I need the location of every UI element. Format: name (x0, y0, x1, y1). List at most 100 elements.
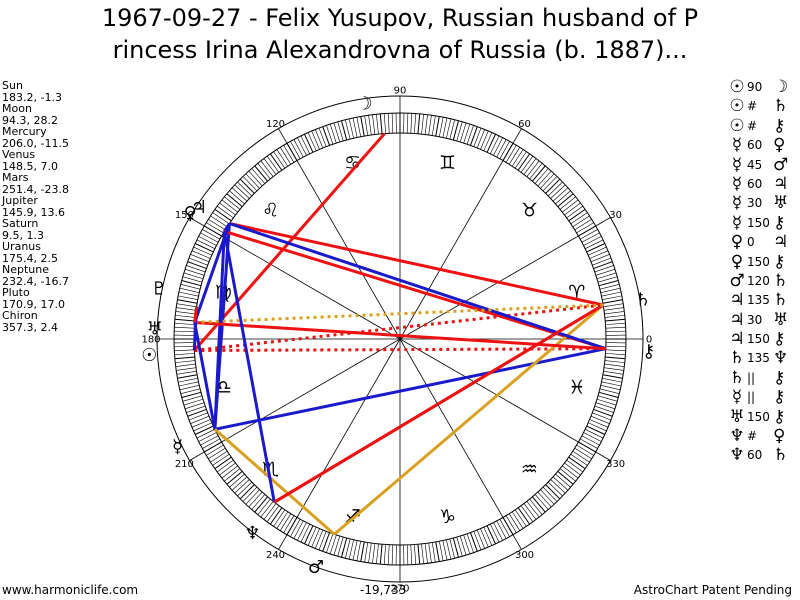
planet-entry-jupiter: Jupiter 145.9, 13.6 (2, 195, 69, 218)
planet-value: 9.5, 1.3 (2, 228, 44, 242)
degree-tick (279, 147, 292, 165)
planet-value: 148.5, 7.0 (2, 159, 58, 173)
degree-tick (586, 425, 606, 435)
degree-tick (581, 435, 600, 446)
degree-tick (456, 536, 463, 557)
degree-tick (226, 193, 243, 207)
degree-tick (406, 544, 409, 565)
degree-tick (318, 127, 327, 147)
degree-tick (473, 127, 482, 147)
degree-tick (605, 318, 626, 322)
degree-tick (428, 115, 432, 136)
degree-tick (348, 118, 354, 139)
degree-tick (442, 117, 448, 138)
degree-tick (604, 363, 625, 367)
degree-tick (214, 456, 232, 470)
degree-tick (182, 276, 203, 283)
planet-value: 206.0, -11.5 (2, 136, 69, 150)
degree-tick (239, 178, 255, 194)
degree-tick (555, 190, 571, 205)
degree-tick (175, 360, 196, 363)
degree-tick (435, 541, 440, 562)
sign-spoke (278, 338, 401, 550)
degree-tick (526, 160, 540, 177)
degree-tick (486, 133, 496, 153)
degree-tick (175, 315, 196, 318)
degree-tick (219, 462, 236, 476)
degree-tick (601, 381, 622, 387)
degree-tick (174, 349, 195, 352)
degree-tick (391, 544, 394, 565)
degree-label: 330 (606, 459, 625, 470)
degree-tick (594, 265, 614, 273)
planet-glyph-uranus: ♅ (147, 318, 163, 339)
degree-tick (229, 190, 245, 205)
degree-tick (176, 303, 197, 308)
degree-tick (496, 139, 507, 158)
degree-tick (245, 489, 260, 505)
degree-tick (345, 538, 351, 559)
degree-tick (542, 176, 558, 192)
degree-tick (387, 113, 390, 134)
degree-tick (179, 385, 200, 391)
planet-positions-list: Sun 183.2, -1.3 Moon 94.3, 28.2 Mercury 206… (2, 80, 69, 333)
aspect-type: || (747, 370, 756, 385)
aspect-planet-2-glyph: ♂ (773, 154, 789, 175)
aspect-type: # (747, 429, 758, 444)
degree-tick (592, 257, 612, 266)
degree-tick (322, 532, 331, 552)
degree-label: 30 (609, 210, 622, 221)
degree-tick (449, 538, 455, 559)
degree-label: 150 (175, 210, 194, 221)
degree-tick (410, 113, 413, 134)
degree-tick (190, 415, 210, 424)
aspect-planet-1-glyph: ☿ (731, 387, 743, 408)
aspect-planet-1-glyph: ☉ (729, 96, 745, 117)
degree-tick (304, 133, 314, 153)
degree-tick (237, 181, 253, 197)
degree-tick (597, 395, 618, 402)
degree-tick (237, 481, 253, 497)
degree-tick (562, 465, 579, 479)
degree-tick (542, 486, 558, 502)
degree-tick (562, 199, 579, 213)
degree-tick (588, 246, 607, 256)
degree-tick (263, 503, 277, 520)
degree-tick (602, 374, 623, 379)
degree-tick (177, 299, 198, 304)
degree-tick (469, 126, 478, 146)
degree-tick (318, 531, 327, 551)
degree-tick (383, 544, 386, 565)
degree-tick (602, 295, 622, 300)
planet-entry-saturn: Saturn 9.5, 1.3 (2, 218, 69, 241)
degree-tick (568, 208, 586, 222)
degree-tick (263, 158, 277, 175)
degree-tick (452, 120, 459, 141)
degree-tick (266, 505, 280, 523)
aspect-line (194, 303, 604, 352)
degree-tick (221, 199, 238, 213)
degree-tick (590, 254, 610, 263)
sign-spoke (278, 128, 401, 340)
degree-tick (439, 541, 444, 561)
degree-tick (283, 145, 295, 163)
degree-tick (598, 391, 619, 398)
degree-tick (196, 429, 215, 439)
degree-tick (202, 229, 220, 240)
degree-tick (574, 447, 592, 460)
aspect-planet-1-glyph: ☉ (729, 77, 745, 97)
degree-tick (570, 453, 588, 466)
aspect-planet-1-glyph: ♃ (729, 309, 745, 330)
planet-entry-pluto: Pluto 170.9, 17.0 (2, 287, 69, 310)
planet-name: Saturn (2, 217, 39, 230)
degree-tick (329, 534, 337, 555)
degree-tick (511, 511, 524, 529)
degree-tick (572, 215, 590, 228)
degree-tick (178, 378, 198, 383)
aspect-line (273, 303, 604, 504)
degree-tick (210, 450, 228, 463)
degree-tick (473, 531, 482, 551)
degree-tick (248, 170, 263, 187)
degree-tick (383, 113, 386, 134)
aspect-line (194, 347, 606, 352)
